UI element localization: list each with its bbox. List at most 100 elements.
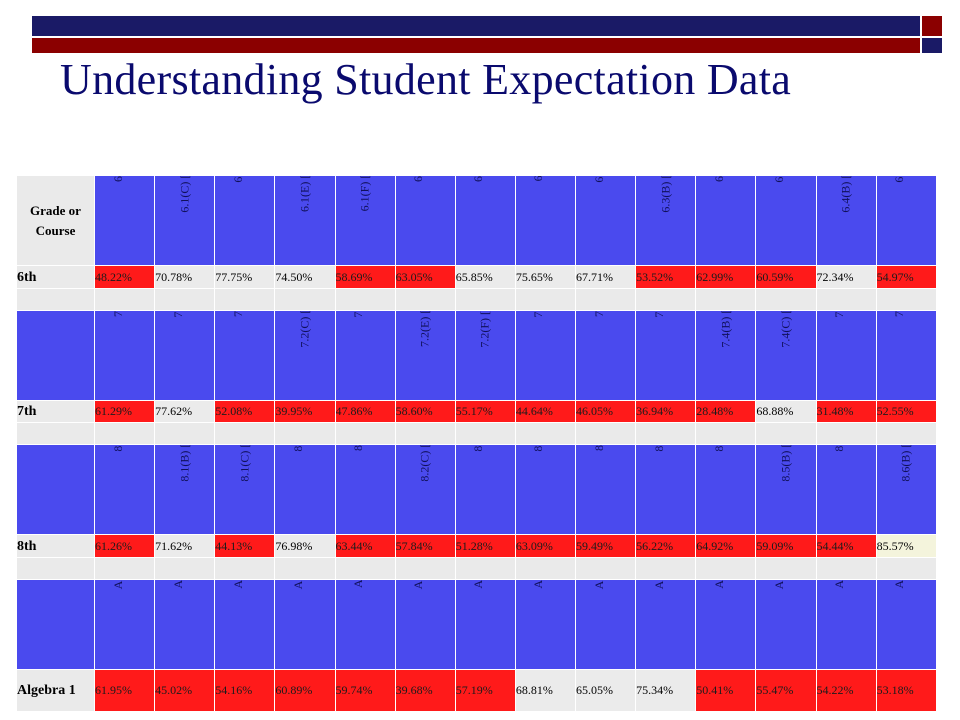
expectation-code: A.1(D) [R]	[291, 581, 318, 640]
percentage-cell: 63.44%	[334, 534, 396, 558]
expectation-header-cell: 6.2(E) [R]	[514, 175, 577, 266]
row-label: 8th	[16, 534, 95, 558]
grade-or-course-header: Grade or Course	[16, 175, 95, 266]
expectation-code: 7.2(C) [S]	[297, 310, 312, 348]
expectation-code: A.3(A) [S]	[652, 581, 679, 640]
expectation-header-cell: 8.3(A) [S]	[514, 444, 577, 535]
percentage-cell: 59.74%	[334, 669, 396, 712]
spacer-cell	[334, 557, 396, 580]
expectation-code: A.5(B) [S]	[892, 581, 919, 640]
spacer-cell	[93, 557, 156, 580]
expectation-code: A.1(C) [S]	[231, 581, 258, 640]
spacer-cell	[16, 288, 95, 311]
spacer-cell	[394, 557, 456, 580]
expectation-header-cell: 7.2(A) [S]	[154, 310, 216, 401]
percentage-cell: 68.88%	[755, 400, 817, 423]
spacer-cell	[574, 557, 637, 580]
expectation-header-cell: 7.5(B) [R]	[875, 310, 937, 401]
expectation-code: A.2(A) [S]	[411, 581, 438, 640]
header-row: Grade or Course 6.1(B) [R] 6.1(C) [S] 6.1(D…	[16, 175, 937, 266]
spacer-cell	[334, 422, 396, 445]
decor-bar-middle	[32, 38, 920, 53]
percentage-cell: 36.94%	[635, 400, 697, 423]
expectation-code: 8.5(A) [R]	[712, 446, 739, 505]
expectation-header-cell: 6.5(A) [R]	[875, 175, 937, 266]
expectation-code: 6.5(A) [R]	[892, 177, 919, 236]
expectation-code: 6.2(C) [R]	[471, 177, 498, 236]
percentage-cell: 46.05%	[574, 400, 637, 423]
values-row: Algebra 1 61.95% 45.02% 54.16% 60.89% 59.74% 3…	[16, 669, 937, 712]
percentage-cell: 71.62%	[154, 534, 216, 558]
percentage-cell: 47.86%	[334, 400, 396, 423]
percentage-cell: 76.98%	[274, 534, 336, 558]
expectation-code: 6.3(A) [S]	[592, 177, 619, 236]
percentage-cell: 54.16%	[214, 669, 276, 712]
spacer-cell	[695, 288, 757, 311]
expectation-header-cell: 8.4(A) [R]	[635, 444, 697, 535]
expectation-header-cell: 7.5(A) [S]	[815, 310, 877, 401]
percentage-cell: 57.19%	[454, 669, 516, 712]
percentage-cell: 54.22%	[815, 669, 877, 712]
expectation-code: 7.1(B) [R]	[111, 312, 138, 371]
expectation-header-cell: 6.4(B) [S]	[815, 175, 877, 266]
expectation-code: 7.4(A) [S]	[652, 312, 679, 371]
spacer-cell	[574, 288, 637, 311]
percentage-cell: 45.02%	[154, 669, 216, 712]
percentage-cell: 85.57%	[875, 534, 937, 558]
values-row: 8th 61.26% 71.62% 44.13% 76.98% 63.44% 57.84% 5…	[16, 534, 937, 558]
spacer-cell	[16, 422, 95, 445]
expectation-header-cell: A.1(D) [R]	[274, 579, 336, 670]
blank-header-cell	[16, 310, 95, 401]
expectation-code: 7.5(B) [R]	[892, 312, 919, 371]
percentage-cell: 44.64%	[514, 400, 577, 423]
expectation-code: 6.1(B) [R]	[111, 177, 138, 236]
percentage-cell: 54.44%	[815, 534, 877, 558]
percentage-cell: 77.75%	[214, 265, 276, 289]
spacer-row	[16, 288, 937, 311]
spacer-cell	[274, 288, 336, 311]
expectation-header-cell: 6.3(A) [S]	[574, 175, 637, 266]
expectation-header-cell: 8.2(A) [S]	[274, 444, 336, 535]
expectation-code: 6.3(C) [R]	[712, 177, 739, 236]
expectation-header-cell: 8.1(B) [S]	[154, 444, 216, 535]
blank-header-cell	[16, 444, 95, 535]
spacer-row	[16, 422, 937, 445]
expectation-header-cell: A.3(A) [S]	[635, 579, 697, 670]
expectation-header-cell: 6.1(B) [R]	[93, 175, 156, 266]
spacer-cell	[214, 557, 276, 580]
percentage-cell: 58.69%	[334, 265, 396, 289]
row-label: 7th	[16, 400, 95, 423]
spacer-cell	[514, 422, 577, 445]
expectation-header-cell: 7.3(A) [R]	[514, 310, 577, 401]
percentage-cell: 50.41%	[695, 669, 757, 712]
spacer-cell	[875, 557, 937, 580]
expectation-code: 8.1(B) [S]	[177, 444, 192, 482]
expectation-header-cell: 8.6(A) [R]	[815, 444, 877, 535]
expectation-header-cell: 7.2(E) [S]	[394, 310, 456, 401]
expectation-header-cell: 8.1(C) [S]	[214, 444, 276, 535]
expectation-header-cell: 8.3(B) [R]	[574, 444, 637, 535]
expectation-code: 6.1(F) [S]	[357, 175, 372, 212]
expectation-code: 7.2(A) [S]	[171, 312, 198, 371]
expectation-header-cell: 7.2(D) [S]	[334, 310, 396, 401]
percentage-cell: 59.09%	[755, 534, 817, 558]
percentage-cell: 77.62%	[154, 400, 216, 423]
spacer-cell	[695, 557, 757, 580]
expectation-code: 8.6(A) [R]	[832, 446, 859, 505]
percentage-cell: 61.95%	[93, 669, 156, 712]
expectation-code: 6.2(B) [R]	[411, 177, 438, 236]
slide-title: Understanding Student Expectation Data	[60, 55, 792, 104]
expectation-code: 8.3(B) [R]	[592, 446, 619, 505]
expectation-header-cell: 8.5(B) [S]	[755, 444, 817, 535]
spacer-cell	[755, 288, 817, 311]
percentage-cell: 31.48%	[815, 400, 877, 423]
expectation-code: 8.5(B) [S]	[778, 444, 793, 482]
expectation-code: 8.4(A) [R]	[652, 446, 679, 505]
percentage-cell: 63.05%	[394, 265, 456, 289]
spacer-cell	[214, 288, 276, 311]
expectation-header-cell: 8.1(A) [R]	[93, 444, 156, 535]
expectation-code: 6.3(B) [S]	[658, 175, 673, 213]
spacer-cell	[875, 288, 937, 311]
expectation-header-cell: A.5(B) [S]	[875, 579, 937, 670]
expectation-header-cell: 7.3(B) [R]	[574, 310, 637, 401]
